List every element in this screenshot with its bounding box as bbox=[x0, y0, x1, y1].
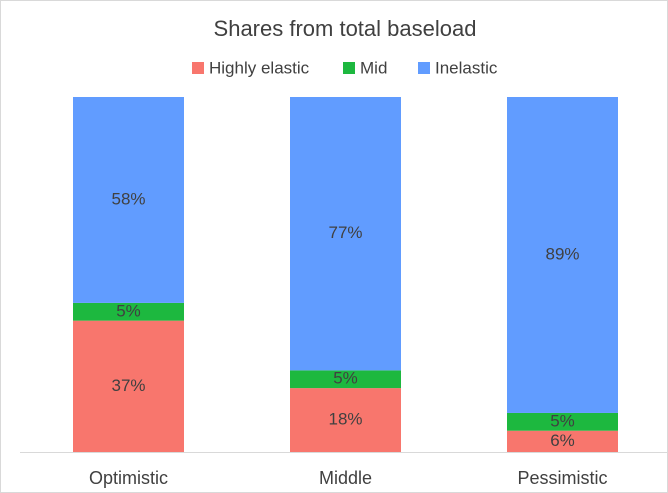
x-tick-label: Pessimistic bbox=[517, 468, 607, 488]
data-label: 37% bbox=[111, 376, 145, 395]
data-label: 5% bbox=[333, 369, 358, 388]
bar-segment bbox=[290, 370, 401, 389]
bar-segment bbox=[290, 97, 401, 371]
bar-segment bbox=[73, 302, 184, 321]
data-label: 5% bbox=[550, 411, 575, 430]
legend-label: Mid bbox=[360, 58, 387, 77]
data-label: 58% bbox=[111, 189, 145, 208]
bar-segment bbox=[73, 320, 184, 452]
legend-swatch bbox=[343, 62, 355, 74]
data-label: 77% bbox=[328, 223, 362, 242]
bar-segment bbox=[507, 430, 618, 452]
x-tick-label: Optimistic bbox=[89, 468, 168, 488]
legend-swatch bbox=[192, 62, 204, 74]
legend-label: Inelastic bbox=[435, 58, 498, 77]
data-label: 89% bbox=[545, 244, 579, 263]
data-label: 18% bbox=[328, 410, 362, 429]
data-label: 5% bbox=[116, 301, 141, 320]
legend-swatch bbox=[418, 62, 430, 74]
x-tick-label: Middle bbox=[319, 468, 372, 488]
bar-segment bbox=[290, 388, 401, 452]
legend-label: Highly elastic bbox=[209, 58, 310, 77]
chart-title: Shares from total baseload bbox=[214, 16, 477, 41]
bar-segment bbox=[507, 97, 618, 413]
bar-segment bbox=[507, 412, 618, 431]
bar-segment bbox=[73, 97, 184, 303]
data-label: 6% bbox=[550, 431, 575, 450]
